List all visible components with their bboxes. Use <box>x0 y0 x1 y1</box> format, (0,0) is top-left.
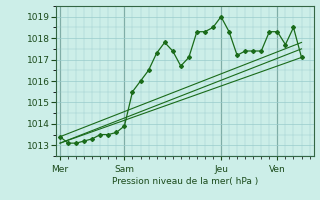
X-axis label: Pression niveau de la mer( hPa ): Pression niveau de la mer( hPa ) <box>112 177 258 186</box>
